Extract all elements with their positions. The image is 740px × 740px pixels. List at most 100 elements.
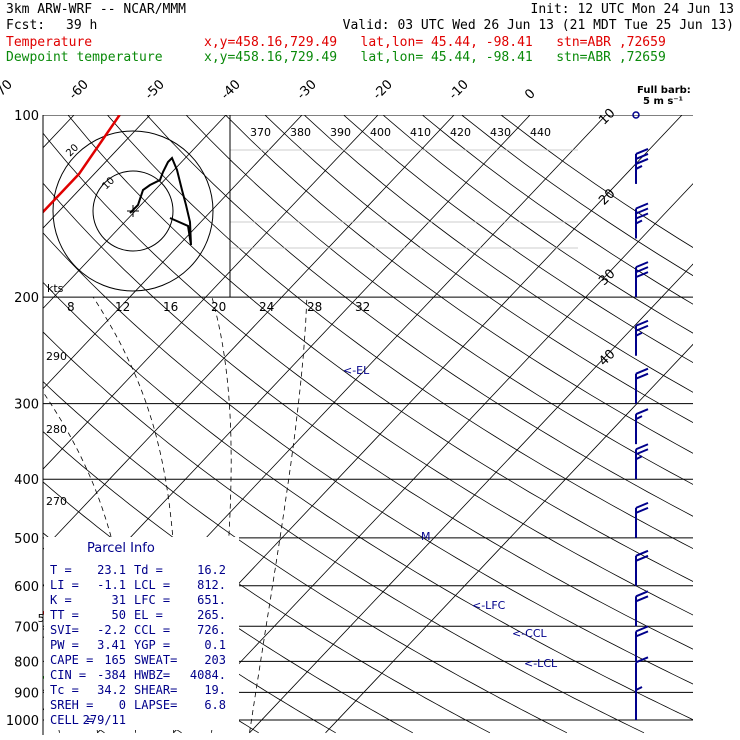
theta-label: 430: [490, 126, 511, 139]
hodograph-speed-label: 8: [67, 300, 75, 314]
wind-barb-full: [635, 367, 649, 375]
parcel-info-cell: SHEAR=: [134, 683, 177, 697]
parcel-info-cell: Td =: [134, 563, 163, 577]
parcel-info-cell: 812.: [197, 578, 226, 592]
hodograph-speed-label: 32: [355, 300, 370, 314]
dry-adiabat-line: [303, 115, 693, 393]
wind-barb-full: [635, 448, 649, 456]
hodograph-ring-label: 20: [64, 142, 81, 159]
wind-barb-full: [635, 261, 649, 269]
parcel-info-cell: SVI=: [50, 623, 79, 637]
wind-barb-full: [635, 554, 649, 562]
parcel-info-cell: -384: [97, 668, 126, 682]
isotherm-label: -70: [0, 77, 16, 103]
pressure-label: 900: [14, 686, 39, 701]
wind-barb: [635, 367, 649, 404]
parcel-info-cell: LI =: [50, 578, 79, 592]
parcel-info-cell: LAPSE=: [134, 698, 177, 712]
theta-label: 420: [450, 126, 471, 139]
parcel-info-cell: CCL =: [134, 623, 170, 637]
mixing-ratio-line: [0, 586, 9, 720]
temperature-location: x,y=458.16,729.49 lat,lon= 45.44, -98.41…: [204, 35, 666, 50]
parcel-info-cell: 726.: [197, 623, 226, 637]
hodograph-speed-label: 28: [307, 300, 322, 314]
kts-label: kts: [47, 282, 64, 295]
isotherm-line: [43, 115, 531, 631]
parcel-info-cell: LCL =: [134, 578, 170, 592]
dry-adiabat-line: [43, 232, 693, 685]
parcel-marker: M: [421, 530, 431, 543]
dry-adiabat-line: [422, 115, 693, 305]
isotherm-label: 10: [596, 106, 618, 128]
full-barb-value: 5 m s⁻¹: [643, 96, 683, 107]
isotherm-label: -30: [294, 77, 320, 103]
wind-barb-full: [635, 630, 649, 638]
isotherm-label: -60: [66, 77, 92, 103]
parcel-info-cell: 6.8: [204, 698, 226, 712]
dry-adiabat-line: [146, 115, 693, 517]
forecast-hours: 39 h: [66, 18, 98, 33]
parcel-info-cell: 279/11: [83, 713, 126, 727]
wind-barb: [632, 111, 640, 119]
dry-adiabat-line: [0, 115, 28, 733]
parcel-marker: <-CCL: [512, 627, 548, 640]
pressure-label: 100: [14, 109, 39, 124]
parcel-info-cell: SREH =: [50, 698, 93, 712]
parcel-info-cell: 165: [104, 653, 126, 667]
mixing-ratio-label: 5: [38, 612, 45, 625]
theta-label: 410: [410, 126, 431, 139]
dewpoint-legend: Dewpoint temperature: [6, 50, 163, 65]
forecast-label: Fcst:: [6, 18, 46, 33]
pressure-label: 200: [14, 291, 39, 306]
isotherm-label: 0: [522, 86, 538, 102]
wind-barb-full: [635, 501, 649, 509]
hodograph-ring-label: 10: [100, 175, 117, 192]
theta-label: 400: [370, 126, 391, 139]
wind-barb: [635, 443, 649, 480]
wind-barb-full: [635, 372, 649, 380]
parcel-info-cell: T =: [50, 563, 72, 577]
temperature-legend: Temperature: [6, 35, 93, 50]
pressure-label: 300: [14, 398, 39, 413]
parcel-info-cell: CIN =: [50, 668, 86, 682]
wind-barb-full: [635, 319, 649, 327]
wind-barb-full: [635, 271, 649, 279]
pressure-label: 500: [14, 532, 39, 547]
pressure-label: 600: [14, 580, 39, 595]
isotherm-line: [43, 115, 455, 551]
model-title: 3km ARW-WRF -- NCAR/MMM: [6, 2, 187, 17]
pressure-label: 400: [14, 473, 39, 488]
parcel-info-cell: 3.41: [97, 638, 126, 652]
wind-barb-calm: [632, 111, 640, 119]
parcel-info-cell: 31: [112, 593, 126, 607]
wind-barb: [635, 202, 649, 239]
wind-barb-full: [635, 595, 649, 603]
parcel-info-cell: Tc =: [50, 683, 79, 697]
parcel-info-cell: 16.2: [197, 563, 226, 577]
wind-barb: [635, 625, 649, 662]
wind-barb-full: [635, 590, 649, 598]
hodograph-speed-label: 24: [259, 300, 274, 314]
wind-barb-full: [635, 408, 649, 416]
theta-label: 390: [330, 126, 351, 139]
wind-barb-full: [635, 158, 649, 165]
pressure-label: 700: [14, 620, 39, 635]
hodograph-ring-inner: [92, 170, 174, 252]
parcel-info-cell: HWBZ=: [134, 668, 170, 682]
hodograph-ring-outer: [52, 130, 214, 292]
wind-barb: [635, 686, 643, 720]
dry-adiabat-line: [43, 132, 693, 616]
wind-barb-full: [635, 506, 649, 514]
wind-barb-full: [635, 625, 649, 633]
parcel-info-cell: 19.: [204, 683, 226, 697]
wind-barb: [635, 501, 649, 538]
parcel-info-cell: -2.2: [97, 623, 126, 637]
parcel-marker: <-LCL: [524, 657, 558, 670]
isotherm-line: [43, 115, 379, 470]
pressure-label: 800: [14, 655, 39, 670]
isotherm-line: [249, 263, 693, 734]
dry-adiabat-line: [67, 115, 693, 582]
parcel-info-cell: YGP =: [134, 638, 170, 652]
wind-barb: [635, 319, 649, 356]
